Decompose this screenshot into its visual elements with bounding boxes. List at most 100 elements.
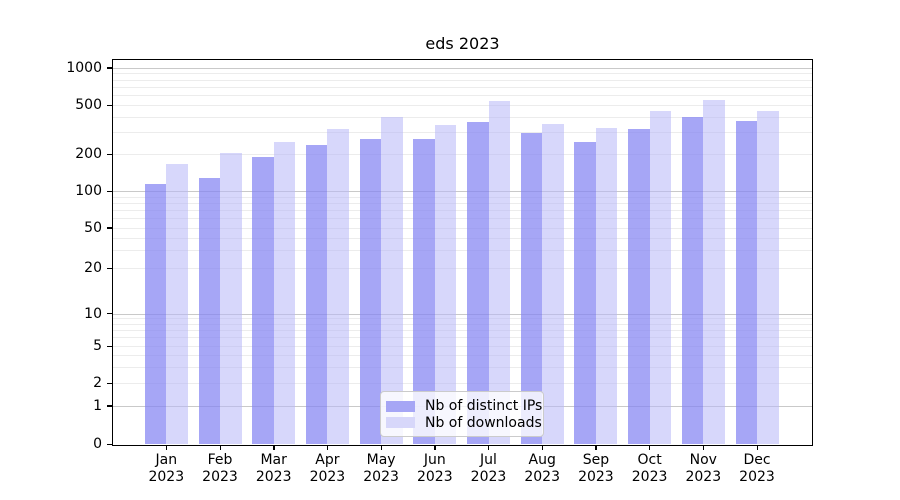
y-tick-label: 0 bbox=[93, 436, 102, 452]
x-tick bbox=[756, 445, 758, 450]
minor-gridline bbox=[113, 73, 812, 75]
minor-gridline bbox=[113, 202, 812, 204]
bar-downloads-mar bbox=[273, 141, 296, 444]
bar-ips-aug bbox=[520, 133, 543, 444]
x-tick bbox=[165, 445, 168, 450]
y-tick bbox=[107, 405, 112, 407]
x-tick bbox=[434, 445, 436, 450]
x-tick-label: Jan 2023 bbox=[148, 452, 185, 485]
x-tick-label: Oct 2023 bbox=[631, 452, 668, 485]
minor-gridline bbox=[113, 323, 812, 325]
bar-ips-oct bbox=[628, 128, 650, 444]
y-tick-label: 50 bbox=[84, 219, 102, 236]
bar-ips-apr bbox=[305, 144, 328, 444]
y-tick-label: 1 bbox=[93, 397, 102, 414]
x-tick-label: Mar 2023 bbox=[255, 452, 292, 485]
bar-downloads-jul bbox=[488, 101, 510, 444]
y-tick-label: 200 bbox=[75, 146, 102, 162]
minor-gridline bbox=[113, 337, 812, 339]
minor-gridline bbox=[113, 79, 812, 81]
minor-gridline bbox=[113, 355, 812, 357]
x-tick bbox=[326, 445, 329, 450]
y-tick bbox=[107, 443, 112, 445]
y-tick-label: 20 bbox=[84, 260, 102, 277]
bar-downloads-jan bbox=[166, 164, 188, 444]
minor-gridline bbox=[113, 105, 812, 106]
y-tick bbox=[107, 267, 112, 270]
minor-gridline bbox=[113, 86, 812, 88]
bar-downloads-dec bbox=[757, 110, 779, 444]
legend-label-downloads: Nb of downloads bbox=[425, 414, 542, 431]
minor-gridline bbox=[113, 116, 812, 118]
x-tick-label: Dec 2023 bbox=[739, 452, 775, 485]
x-tick bbox=[541, 445, 544, 450]
bar-ips-jun bbox=[413, 138, 435, 444]
x-tick-label: Apr 2023 bbox=[309, 452, 346, 485]
bar-ips-nov bbox=[681, 116, 704, 444]
y-tick-label: 100 bbox=[75, 183, 102, 199]
bar-downloads-feb bbox=[220, 153, 242, 444]
minor-gridline bbox=[113, 95, 812, 97]
bar-downloads-oct bbox=[649, 110, 672, 444]
minor-gridline bbox=[113, 209, 812, 211]
plot-area bbox=[112, 59, 813, 446]
x-tick-label: Nov 2023 bbox=[685, 452, 722, 485]
bar-ips-dec bbox=[735, 120, 757, 444]
y-tick bbox=[107, 104, 112, 106]
bar-ips-jan bbox=[144, 184, 167, 444]
bar-ips-mar bbox=[252, 156, 274, 444]
legend: Nb of distinct IPs Nb of downloads bbox=[380, 391, 544, 437]
legend-label-distinct-ips: Nb of distinct IPs bbox=[425, 398, 543, 415]
bar-downloads-sep bbox=[595, 127, 618, 444]
y-tick-label: 1000 bbox=[66, 59, 102, 76]
x-tick-label: Feb 2023 bbox=[202, 452, 238, 485]
major-gridline bbox=[113, 67, 812, 69]
minor-gridline bbox=[113, 132, 812, 134]
y-tick-label: 5 bbox=[93, 338, 102, 354]
major-gridline bbox=[113, 313, 812, 315]
minor-gridline bbox=[113, 218, 812, 220]
legend-item-distinct-ips: Nb of distinct IPs bbox=[386, 398, 542, 415]
x-tick bbox=[649, 445, 651, 450]
x-tick bbox=[219, 445, 221, 450]
y-tick-label: 2 bbox=[93, 375, 102, 392]
x-tick-label: Aug 2023 bbox=[524, 452, 561, 485]
y-tick-label: 10 bbox=[84, 305, 102, 322]
y-tick bbox=[107, 227, 112, 229]
x-tick bbox=[702, 445, 705, 450]
plot-inner bbox=[113, 60, 812, 444]
y-tick-label: 500 bbox=[75, 97, 102, 113]
x-tick bbox=[273, 445, 275, 450]
y-tick bbox=[107, 313, 112, 315]
minor-gridline bbox=[113, 237, 812, 239]
x-tick-label: Jul 2023 bbox=[470, 452, 507, 485]
major-gridline bbox=[113, 191, 812, 192]
bar-downloads-aug bbox=[542, 123, 564, 444]
minor-gridline bbox=[113, 250, 812, 252]
minor-gridline bbox=[113, 154, 812, 155]
bar-downloads-apr bbox=[327, 128, 349, 444]
legend-swatch-downloads bbox=[386, 417, 415, 429]
bar-downloads-nov bbox=[703, 100, 725, 444]
minor-gridline bbox=[113, 227, 812, 229]
chart-title: eds 2023 bbox=[425, 34, 500, 53]
y-tick bbox=[107, 190, 112, 192]
x-tick bbox=[380, 445, 382, 450]
x-tick-label: Jun 2023 bbox=[416, 452, 453, 485]
minor-gridline bbox=[113, 318, 812, 320]
minor-gridline bbox=[113, 366, 812, 368]
x-tick bbox=[595, 445, 597, 450]
legend-item-downloads: Nb of downloads bbox=[386, 415, 542, 432]
minor-gridline bbox=[113, 346, 812, 347]
bar-downloads-jun bbox=[434, 125, 457, 444]
bar-ips-sep bbox=[574, 142, 596, 444]
legend-swatch-distinct-ips bbox=[386, 400, 415, 412]
x-tick bbox=[488, 445, 490, 450]
bar-ips-jul bbox=[467, 121, 489, 444]
x-tick-label: May 2023 bbox=[363, 452, 399, 485]
x-tick-label: Sep 2023 bbox=[578, 452, 614, 485]
y-tick bbox=[107, 67, 112, 69]
minor-gridline bbox=[113, 383, 812, 385]
y-tick bbox=[107, 153, 112, 155]
